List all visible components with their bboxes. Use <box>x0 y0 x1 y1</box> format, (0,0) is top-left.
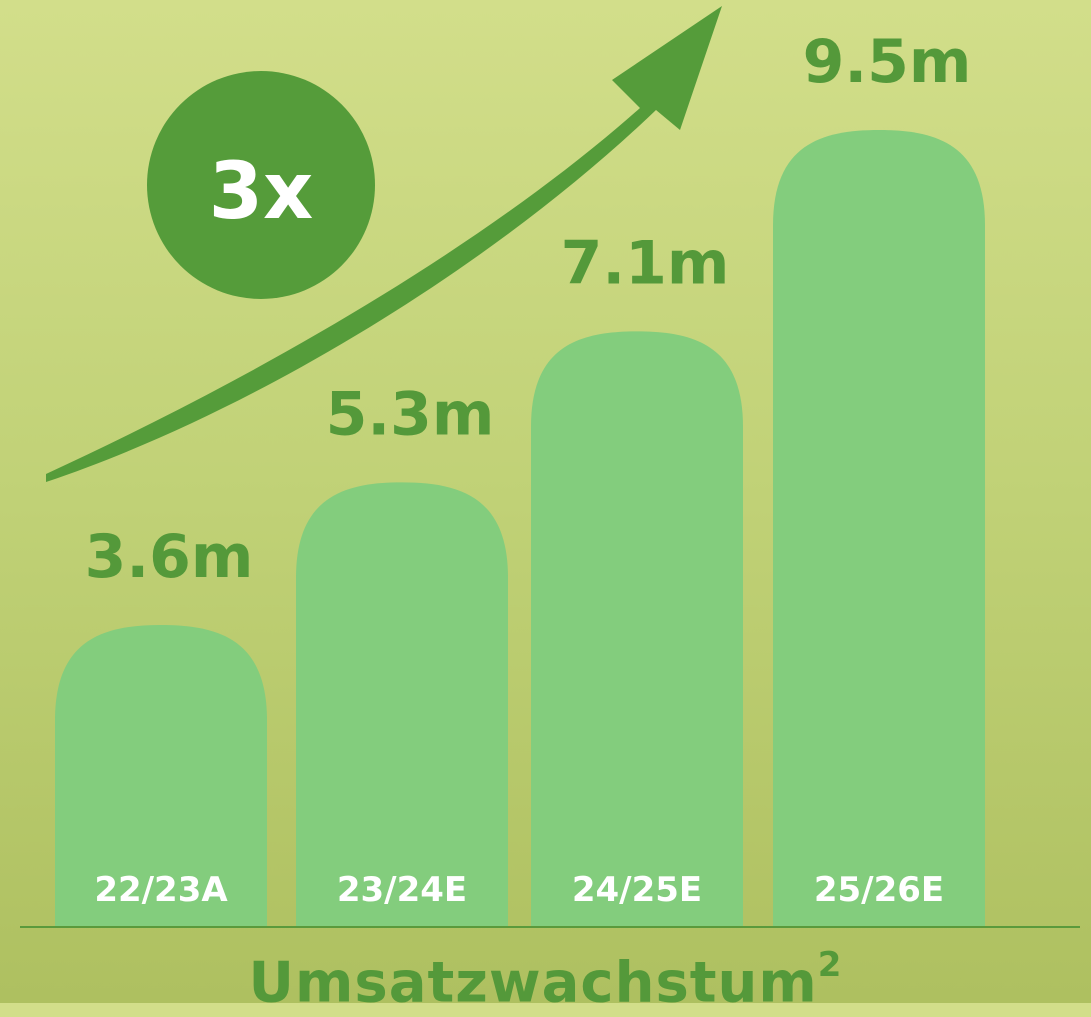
bar-24/25E <box>531 331 743 927</box>
category-label-23/24E: 23/24E <box>337 870 467 910</box>
bar-23/24E <box>296 482 508 927</box>
bars-layer <box>55 130 985 927</box>
data-label-22/23A: 3.6m <box>85 522 254 592</box>
data-label-25/26E: 9.5m <box>803 27 972 97</box>
bar-25/26E <box>773 130 985 927</box>
category-label-24/25E: 24/25E <box>572 870 702 910</box>
growth-arrow-icon <box>46 6 722 482</box>
chart-title-text: Umsatzwachstum <box>248 950 818 1016</box>
category-label-22/23A: 22/23A <box>94 870 228 910</box>
growth-badge-label: 3x <box>209 147 314 237</box>
bar-22/23A <box>55 624 267 927</box>
growth-badge <box>147 71 375 299</box>
data-label-24/25E: 7.1m <box>561 228 730 298</box>
labels-layer: 3.6m 22/23A 5.3m 23/24E 7.1m 24/25E 9.5m 25/26E <box>85 27 972 910</box>
chart-title-footnote: 2 <box>817 945 843 985</box>
category-label-25/26E: 25/26E <box>814 870 944 910</box>
chart-title: Umsatzwachstum2 <box>0 938 1091 1017</box>
data-label-23/24E: 5.3m <box>326 379 495 449</box>
